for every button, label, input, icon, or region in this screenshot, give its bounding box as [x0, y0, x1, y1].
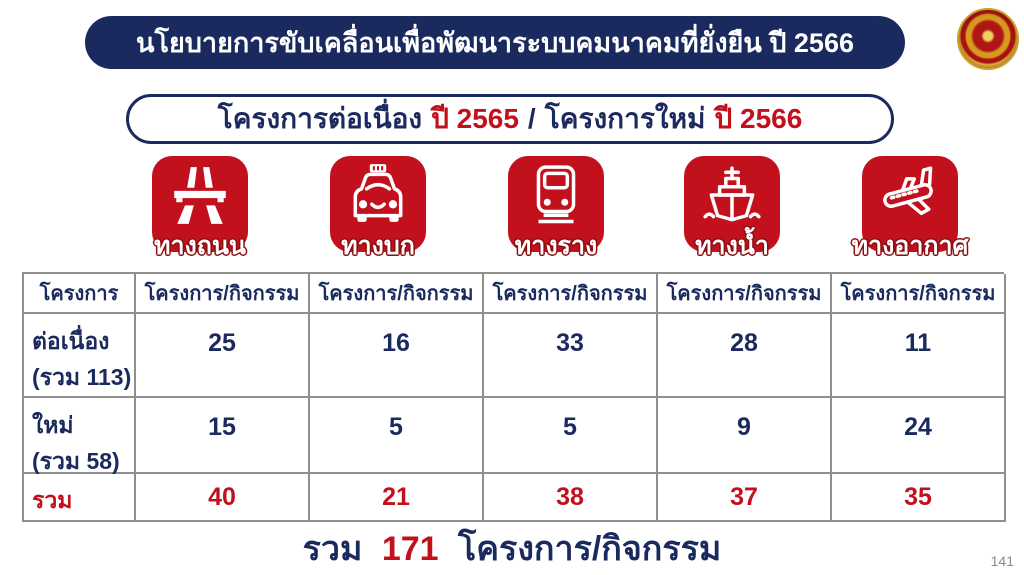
projects-table: โครงการ โครงการ/กิจกรรม โครงการ/กิจกรรม … [22, 272, 1006, 522]
table-header-cell: โครงการ/กิจกรรม [658, 274, 832, 314]
row-label-new: ใหม่ (รวม 58) [24, 398, 136, 474]
row-label-continuing: ต่อเนื่อง (รวม 113) [24, 314, 136, 398]
grand-total-value: 171 [381, 530, 439, 568]
mode-label-water: ทางน้ำ [695, 232, 769, 260]
mode-label-rail: ทางราง [514, 232, 598, 260]
subtitle-box: โครงการต่อเนื่อง ปี 2565 / โครงการใหม่ ป… [126, 94, 894, 144]
table-cell: 11 [832, 314, 1006, 398]
table-header-cell: โครงการ/กิจกรรม [310, 274, 484, 314]
grand-total-suffix: โครงการ/กิจกรรม [458, 530, 722, 568]
table-header-cell: โครงการ/กิจกรรม [484, 274, 658, 314]
page-title: นโยบายการขับเคลื่อนเพื่อพัฒนาระบบคมนาคมท… [136, 28, 854, 58]
table-cell: 9 [658, 398, 832, 474]
mode-tile-road: ทางถนน [152, 156, 248, 259]
mode-label-road: ทางถนน [153, 232, 247, 260]
table-cell: 33 [484, 314, 658, 398]
grand-total-prefix: รวม [302, 530, 363, 568]
title-banner: นโยบายการขับเคลื่อนเพื่อพัฒนาระบบคมนาคมท… [85, 16, 905, 69]
table-cell: 16 [310, 314, 484, 398]
mode-label-air: ทางอากาศ [851, 232, 969, 260]
table-cell: 5 [484, 398, 658, 474]
mode-label-land: ทางบก [341, 232, 415, 260]
table-cell: 15 [136, 398, 310, 474]
mode-tile-air: ทางอากาศ [852, 156, 968, 259]
motorway-icon [174, 167, 226, 224]
table-cell: 25 [136, 314, 310, 398]
table-cell: 28 [658, 314, 832, 398]
table-cell: 37 [658, 474, 832, 522]
train-icon [536, 165, 576, 224]
table-cell: 21 [310, 474, 484, 522]
airplane-icon [883, 166, 933, 216]
subtitle-year2: ปี 2566 [714, 103, 803, 134]
ship-icon [703, 166, 761, 222]
subtitle-year1: ปี 2565 [431, 103, 519, 134]
mode-tile-rail: ทางราง [508, 156, 604, 259]
table-cell: 40 [136, 474, 310, 522]
table-header-cell: โครงการ/กิจกรรม [136, 274, 310, 314]
table-cell: 35 [832, 474, 1006, 522]
table-header-cell: โครงการ/กิจกรรม [832, 274, 1006, 314]
subtitle-part1: โครงการต่อเนื่อง [217, 103, 423, 134]
mode-tile-land: ทางบก [330, 156, 426, 259]
mode-tile-water: ทางน้ำ [684, 156, 780, 259]
table-cell: 24 [832, 398, 1006, 474]
table-header-cell: โครงการ [24, 274, 136, 314]
table-cell: 38 [484, 474, 658, 522]
taxi-icon [353, 164, 403, 222]
subtitle-separator: / [527, 103, 536, 134]
subtitle-part2: โครงการใหม่ [544, 103, 706, 134]
page-number: 141 [990, 553, 1014, 569]
row-label-total: รวม [24, 474, 136, 522]
grand-total-line: รวม 171 โครงการ/กิจกรรม [0, 521, 1024, 575]
ministry-seal-icon [957, 8, 1019, 70]
table-cell: 5 [310, 398, 484, 474]
